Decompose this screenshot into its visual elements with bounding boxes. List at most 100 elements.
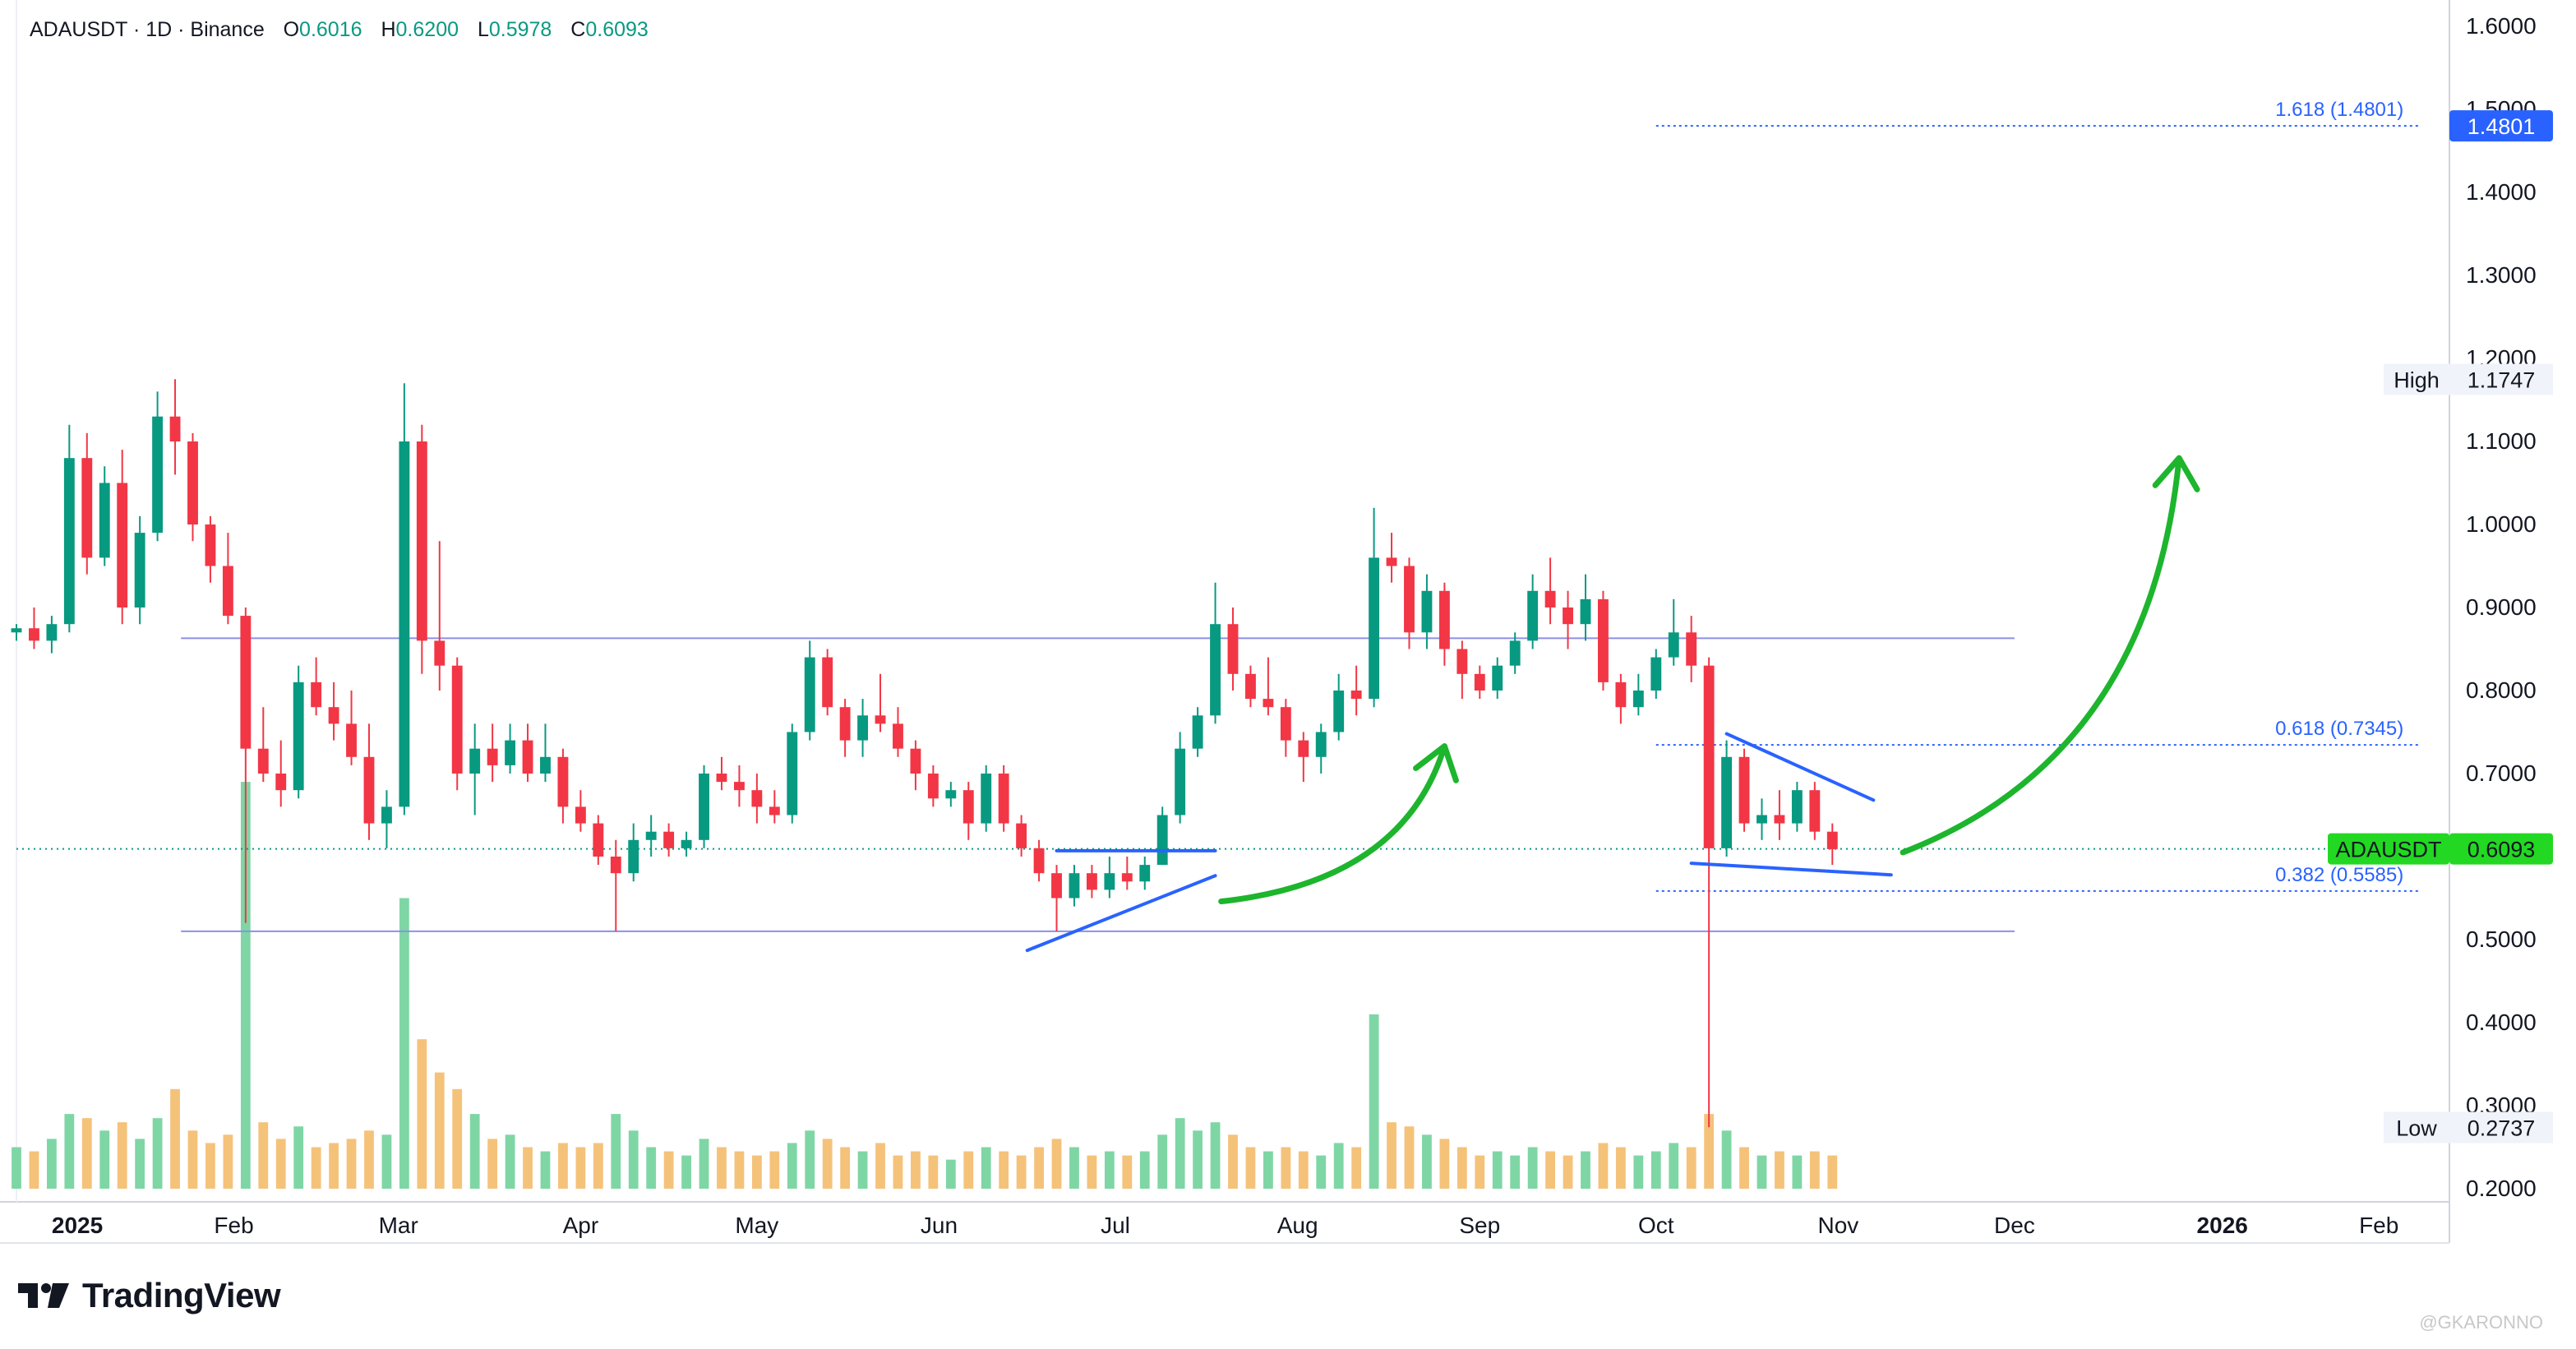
volume-bar [1193,1130,1203,1189]
volume-bar [381,1134,392,1189]
volume-bar [1016,1155,1027,1189]
volume-bar [540,1151,551,1189]
y-tick-label: 0.7000 [2466,760,2537,786]
candle-body [963,790,974,824]
tradingview-logo[interactable]: TradingView [16,1276,281,1315]
candle-body [134,533,145,608]
candle-body [29,628,39,641]
candle-body [1774,815,1785,824]
volume-bar [205,1143,215,1189]
volume-bar [840,1147,851,1189]
high-label-name-bg [2384,363,2449,395]
candle-body [99,483,110,558]
x-tick-label: 2026 [2197,1213,2248,1238]
volume-bar [999,1151,1009,1189]
volume-bar [628,1130,639,1189]
candle-body [787,732,798,815]
big-green-arrow[interactable] [1900,455,2182,856]
volume-bar [822,1139,833,1189]
volume-bar [399,898,409,1189]
volume-bar [1245,1147,1256,1189]
low-label-value: 0.2737 [2468,1116,2536,1141]
candle-body [1615,681,1627,708]
volume-bar [1034,1147,1044,1189]
fib-price-tag-label: 1.4801 [2468,114,2536,139]
candle-body [1650,657,1662,691]
volume-bar [875,1143,885,1189]
volume-bar [1598,1143,1609,1189]
volume-bar [346,1139,357,1189]
candle-body [1527,590,1539,641]
candle-body [117,483,128,608]
volume-bar [681,1155,691,1189]
candle-body [1280,707,1291,741]
volume-bar [1563,1155,1573,1189]
volume-bar [963,1151,974,1189]
x-tick-label: Apr [563,1213,599,1238]
y-tick-label: 1.6000 [2466,13,2537,39]
x-axis[interactable]: 2025 Feb Mar Apr May Jun Jul Aug Sep Oct Nov Dec 202… [52,1213,2398,1238]
volume-bar [1175,1118,1185,1189]
candle-body [1563,608,1573,625]
high-label-value-bg [2449,363,2553,395]
small-green-arrow[interactable] [1218,743,1447,905]
volume-bar [1792,1155,1803,1189]
volume-bar [1298,1151,1309,1189]
high-label: H [381,18,396,41]
volume-bar [170,1088,180,1189]
volume-bar [293,1126,304,1189]
candle-body [681,839,692,848]
brand-name: TradingView [82,1276,281,1314]
candle-body [451,665,463,774]
candle-body [1016,823,1027,848]
fib-level-label: 0.382 (0.5585) [2275,864,2403,886]
volume-bar [29,1151,39,1189]
x-tick-label: Feb [214,1213,253,1238]
candle-body [222,566,233,617]
candle-body [81,458,93,558]
candle-body [1086,873,1097,890]
volume-bar [1122,1155,1133,1189]
candle-body [1210,624,1221,716]
low-label: L [477,18,489,41]
candle-body [1632,691,1644,708]
candle-body [1263,699,1274,708]
volume-bar [1686,1147,1697,1189]
close-value: 0.6093 [585,18,649,41]
volume-bar [717,1147,727,1189]
volume-bar [857,1151,868,1189]
low-label-name: Low [2396,1116,2437,1141]
volume-series [12,782,1838,1189]
candle-body [1791,790,1803,824]
ascending-support-line[interactable] [1025,874,1217,953]
volume-bar [1281,1147,1291,1189]
y-tick-label: 1.1000 [2466,428,2537,454]
x-tick-label: 2025 [52,1213,103,1238]
candle-body [1826,831,1838,849]
symbol-price-tag-bg [2328,833,2449,865]
volume-bar [1581,1151,1590,1189]
symbol-title: ADAUSDT · 1D · Binance [30,18,265,41]
candle-body [434,640,445,666]
candle-body [769,806,780,815]
y-axis[interactable]: 0.20000.30000.40000.50000.60000.70000.80… [2466,13,2537,1201]
candle-body [1298,740,1309,757]
low-label-name-bg [2384,1111,2449,1143]
candle-body [1703,665,1715,848]
volume-bar [1369,1014,1379,1189]
volume-bar [1704,1114,1715,1189]
volume-bar [1827,1155,1838,1189]
volume-bar [787,1143,797,1189]
volume-bar [99,1130,110,1189]
candle-body [1509,640,1521,666]
candle-body [1033,848,1045,874]
candle-body [839,707,851,741]
wedge-upper-line[interactable] [1724,732,1876,802]
x-tick-label: Dec [1994,1213,2035,1238]
candle-body [822,657,833,708]
volume-bar [275,1139,286,1189]
candle-body [1139,865,1151,882]
y-tick-label: 1.4000 [2466,179,2537,205]
wedge-lower-line[interactable] [1689,862,1893,877]
